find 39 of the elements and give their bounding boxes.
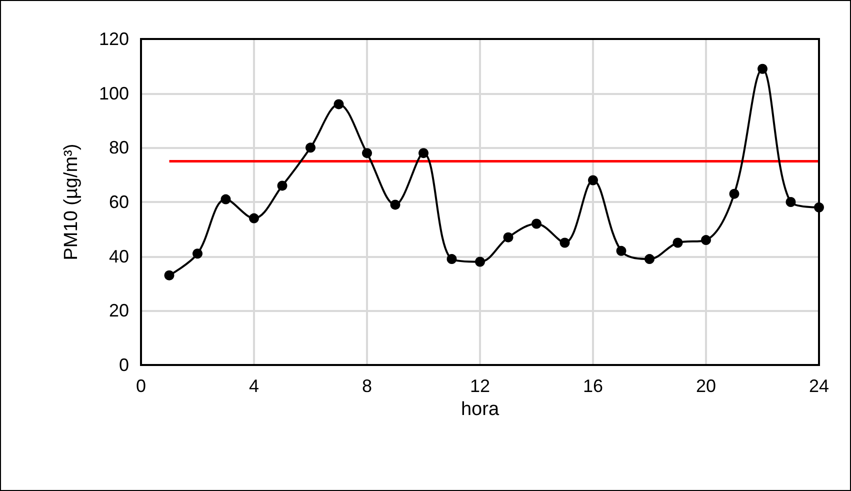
point	[220, 194, 231, 204]
y-tick-label: 100	[98, 83, 129, 104]
x-tick-label: 4	[248, 376, 260, 396]
x-tick-label: 12	[470, 376, 490, 396]
point	[532, 218, 542, 229]
y-axis-title: PM10 (µg/m³)	[61, 144, 82, 260]
point	[334, 99, 344, 110]
x-tick-label: 8	[362, 376, 372, 396]
point	[390, 200, 400, 210]
y-tick-label: 120	[98, 29, 129, 49]
point	[616, 246, 626, 256]
point	[192, 248, 202, 259]
x-tick-label: 24	[808, 376, 830, 396]
point	[164, 270, 174, 280]
point	[560, 238, 570, 248]
point	[277, 180, 288, 191]
point	[729, 188, 740, 199]
x-tick-label: 0	[136, 376, 146, 396]
point	[362, 148, 372, 158]
y-tick-label: 60	[108, 192, 129, 212]
point	[418, 148, 428, 158]
point	[446, 254, 457, 264]
x-tick-label: 20	[696, 376, 716, 396]
x-axis-title: hora	[460, 398, 500, 420]
point	[249, 213, 259, 224]
x-tick-label: 16	[582, 376, 604, 396]
point	[475, 256, 485, 267]
point	[701, 235, 711, 246]
point	[786, 197, 796, 207]
y-tick-label: 80	[108, 138, 129, 158]
y-tick-label: 40	[108, 246, 129, 266]
point	[758, 64, 768, 74]
y-tick-label: 20	[108, 300, 129, 321]
point	[588, 175, 598, 186]
point	[672, 238, 683, 248]
point	[306, 142, 316, 153]
point	[503, 232, 514, 242]
y-tick-label: 0	[118, 355, 129, 375]
point	[644, 254, 654, 264]
